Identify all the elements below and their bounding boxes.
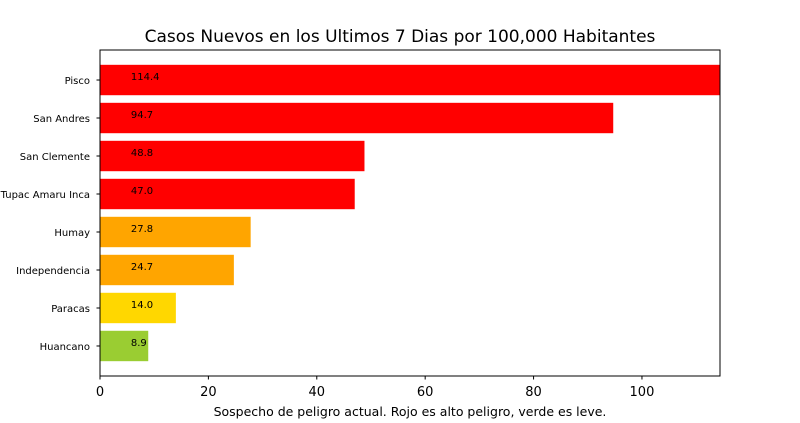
bar <box>100 330 149 362</box>
bar-value-label: 24.7 <box>131 262 153 273</box>
x-tick-label: 20 <box>200 385 217 400</box>
y-tick-label: Humay <box>54 228 90 239</box>
x-tick-label: 0 <box>96 385 104 400</box>
x-tick-label: 80 <box>525 385 542 400</box>
bar <box>100 254 234 286</box>
bar <box>100 292 176 324</box>
bar <box>100 216 251 248</box>
bar-value-label: 47.0 <box>131 186 153 197</box>
x-tick-label: 40 <box>309 385 326 400</box>
bar <box>100 102 614 134</box>
y-tick-label: Pisco <box>65 76 90 87</box>
y-tick-label: Paracas <box>51 304 90 315</box>
bar-value-label: 14.0 <box>131 300 153 311</box>
bar <box>100 140 365 172</box>
chart-title: Casos Nuevos en los Ultimos 7 Dias por 1… <box>145 27 656 47</box>
y-tick-label: San Clemente <box>20 152 90 163</box>
bar <box>100 178 355 210</box>
x-tick-label: 100 <box>630 385 655 400</box>
y-tick-label: San Andres <box>33 114 90 125</box>
plot-frame <box>99 49 721 377</box>
bar <box>100 64 720 96</box>
y-tick-label: Tupac Amaru Inca <box>0 190 90 201</box>
bar-value-label: 94.7 <box>131 110 153 121</box>
y-tick-label: Huancano <box>40 342 90 353</box>
bar-value-label: 114.4 <box>131 72 160 83</box>
x-axis-label: Sospecho de peligro actual. Rojo es alto… <box>214 404 607 419</box>
y-tick-label: Independencia <box>16 266 90 277</box>
bar-value-label: 48.8 <box>131 148 153 159</box>
x-tick-label: 60 <box>417 385 434 400</box>
bar-value-label: 8.9 <box>131 338 147 349</box>
bar-value-label: 27.8 <box>131 224 153 235</box>
